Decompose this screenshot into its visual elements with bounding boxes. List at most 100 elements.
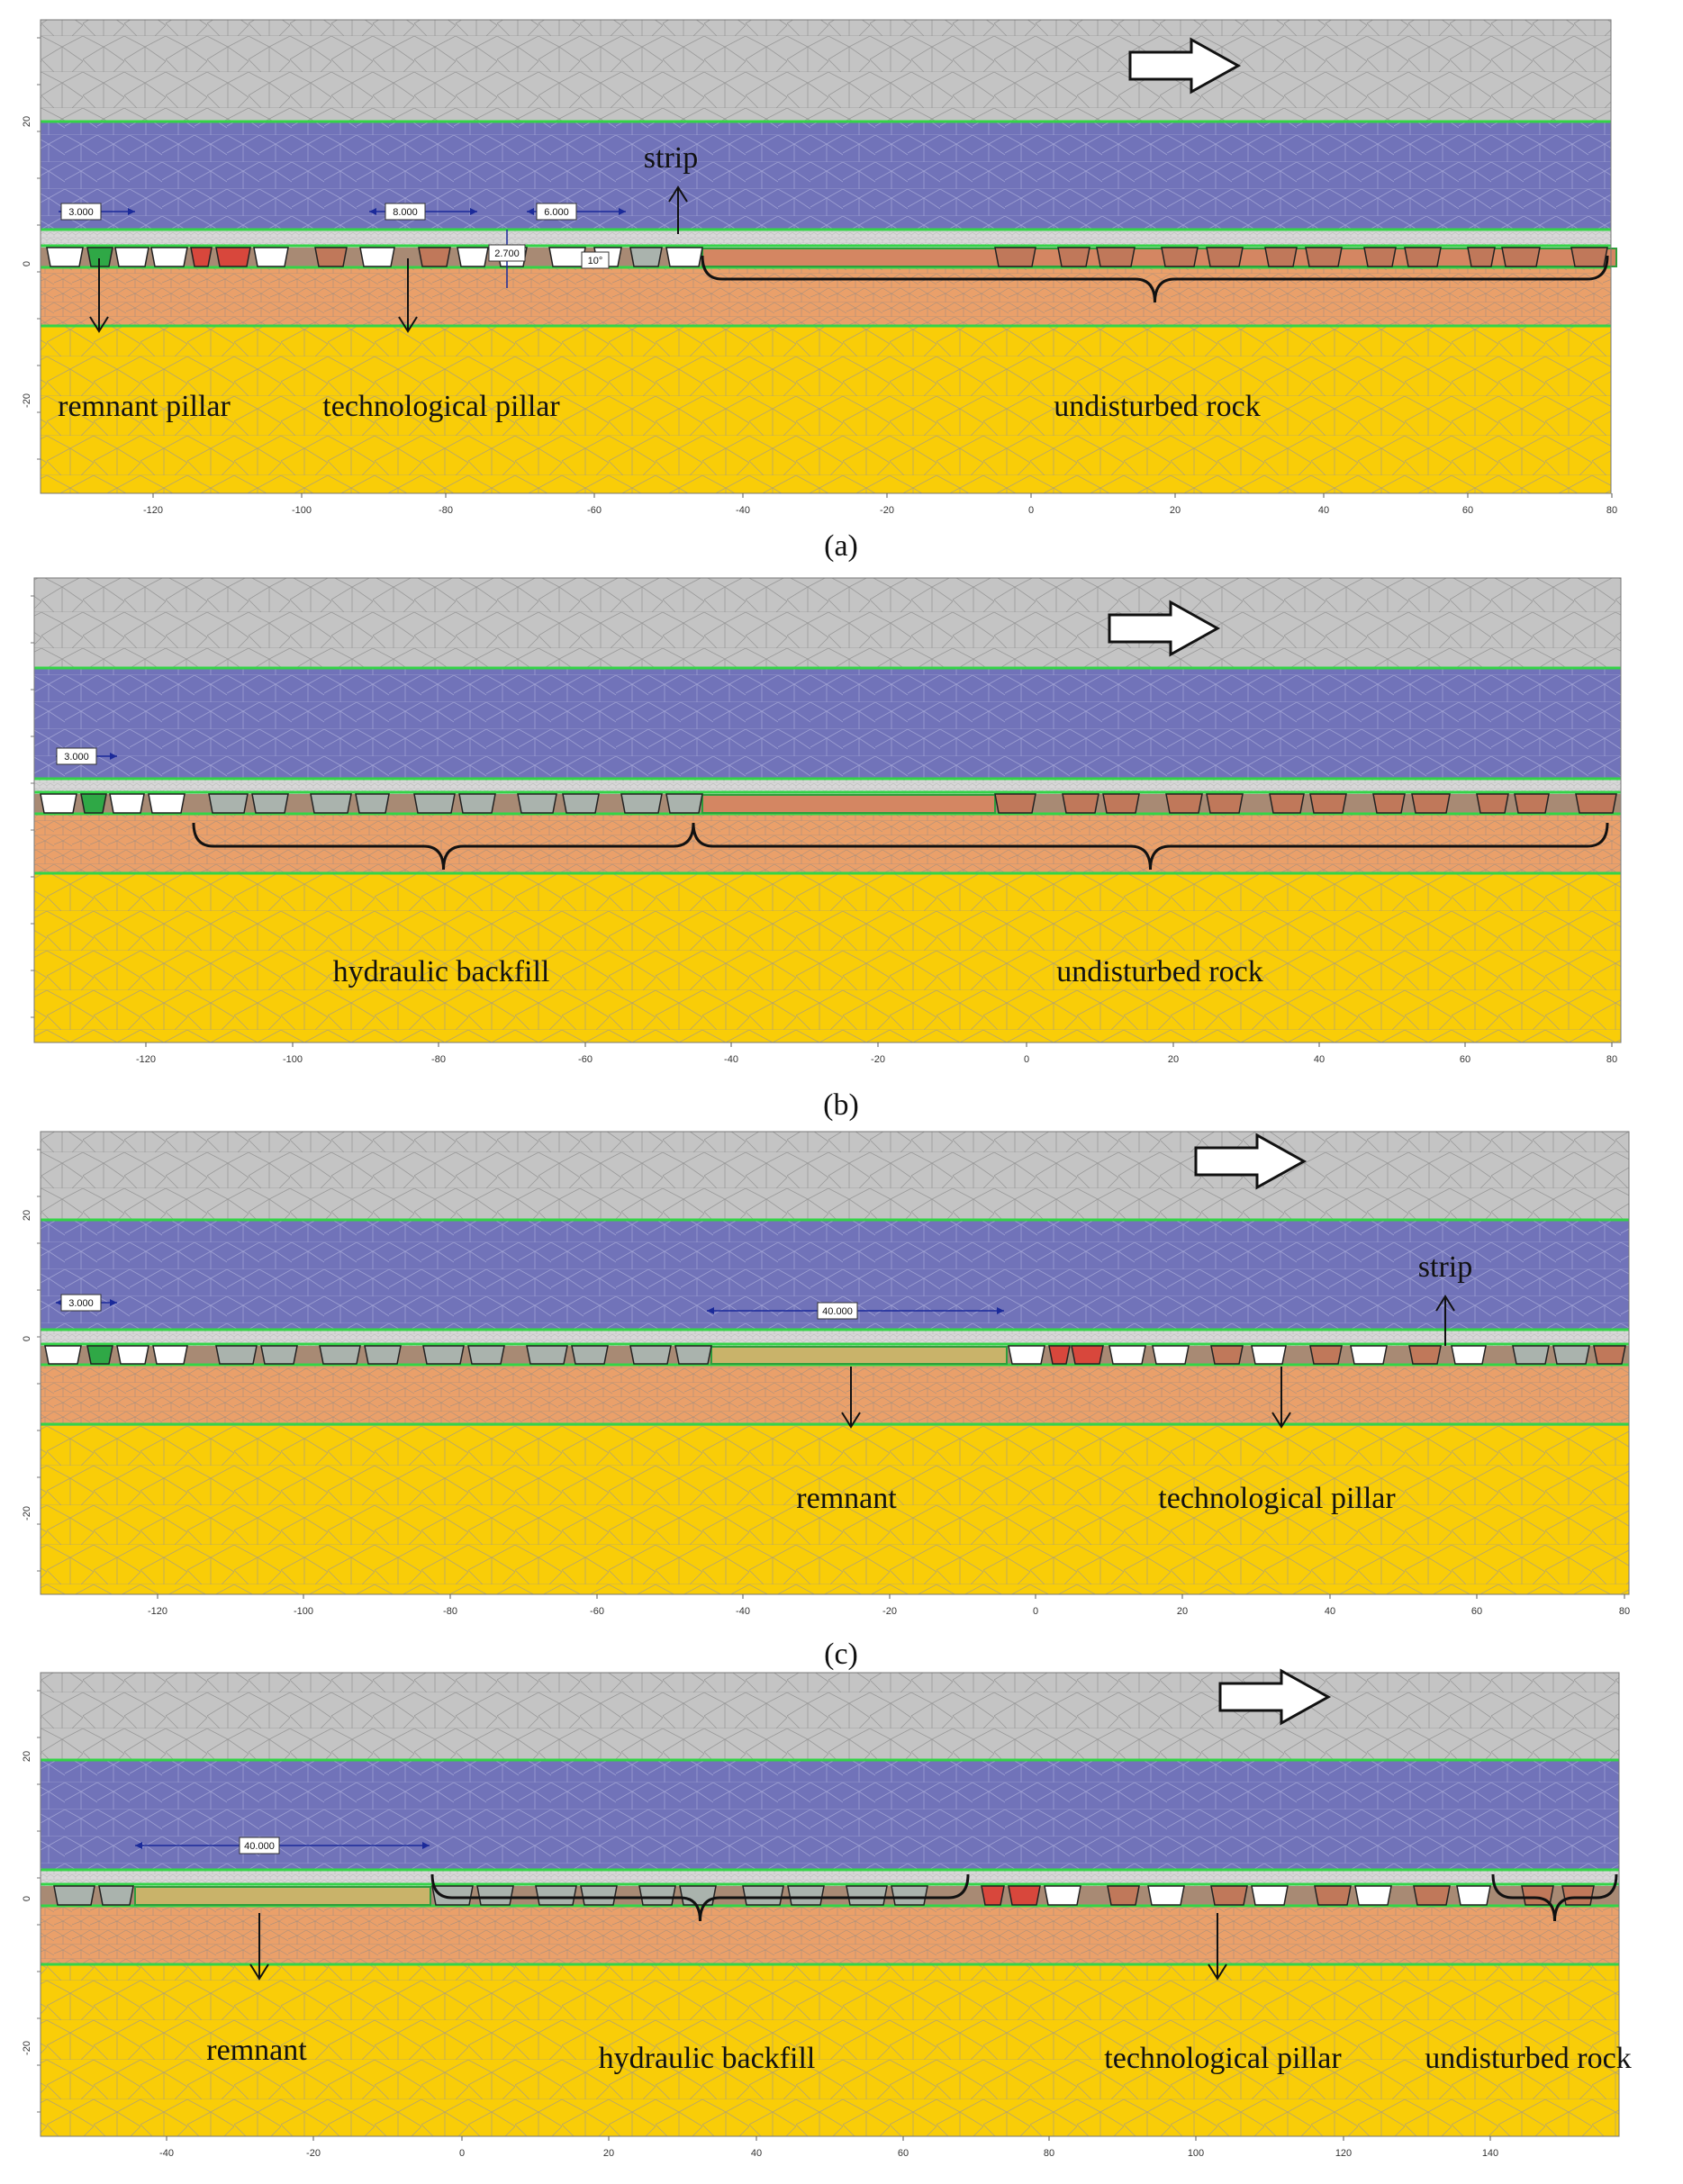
seam-block bbox=[981, 1885, 1005, 1906]
seam-block bbox=[1210, 1885, 1248, 1906]
dimension-value: 3.000 bbox=[68, 1298, 94, 1309]
seam-block bbox=[517, 793, 557, 814]
seam-block bbox=[458, 793, 496, 814]
seam-block bbox=[1413, 1885, 1451, 1906]
dimension-box bbox=[60, 1294, 102, 1312]
seam-block bbox=[208, 793, 249, 814]
seam-block bbox=[1062, 793, 1099, 814]
arrowhead bbox=[841, 1412, 861, 1429]
x-tick-label: -20 bbox=[871, 1054, 885, 1065]
seam-block bbox=[1411, 793, 1451, 814]
dimension-arrowhead bbox=[527, 208, 534, 215]
seam-block bbox=[1305, 247, 1343, 267]
seam-block bbox=[665, 247, 703, 267]
advance-direction-arrow-icon bbox=[1218, 1668, 1332, 1726]
seam-block bbox=[638, 1885, 676, 1906]
remnant-zone bbox=[710, 1346, 1008, 1365]
zone-label: remnant bbox=[796, 1482, 897, 1515]
grouping-brace bbox=[1491, 1873, 1618, 1922]
x-tick-label: 60 bbox=[898, 2148, 909, 2159]
x-tick-label: -80 bbox=[443, 1606, 457, 1617]
x-tick-label: 40 bbox=[1314, 1054, 1325, 1065]
x-tick-label: -60 bbox=[590, 1606, 604, 1617]
zone-label: hydraulic backfill bbox=[333, 955, 550, 988]
seam-block bbox=[1210, 1345, 1244, 1365]
dimension-arrowhead bbox=[422, 1842, 430, 1849]
dimension-arrowhead bbox=[997, 1307, 1004, 1314]
x-tick-label: -120 bbox=[148, 1606, 167, 1617]
undisturbed-zone bbox=[701, 794, 996, 814]
seam-block bbox=[355, 793, 390, 814]
x-tick-label: -20 bbox=[306, 2148, 321, 2159]
x-tick-label: 0 bbox=[459, 2148, 465, 2159]
seam-block bbox=[1102, 793, 1140, 814]
seam-block bbox=[1206, 793, 1244, 814]
seam-block bbox=[1008, 1885, 1041, 1906]
mesh-overlay bbox=[41, 1424, 1629, 1594]
seam-block bbox=[1264, 247, 1298, 267]
seam-block bbox=[114, 247, 149, 267]
seam-block bbox=[1404, 247, 1442, 267]
grouping-brace bbox=[430, 1873, 970, 1922]
seam-block bbox=[526, 1345, 568, 1365]
y-tick-label: 20 bbox=[22, 1210, 32, 1221]
seam-block bbox=[148, 793, 185, 814]
seam-block bbox=[215, 247, 251, 267]
mesh-overlay bbox=[34, 779, 1621, 794]
seam-block bbox=[319, 1345, 361, 1365]
x-tick-label: 100 bbox=[1188, 2148, 1204, 2159]
seam-block bbox=[1206, 247, 1244, 267]
y-tick-label: 0 bbox=[22, 1896, 32, 1901]
mesh-overlay bbox=[41, 266, 1611, 326]
remnant-zone bbox=[134, 1886, 431, 1906]
seam-block bbox=[1165, 793, 1203, 814]
seam-block bbox=[1570, 247, 1608, 267]
seam-block bbox=[413, 793, 456, 814]
advance-direction-arrow-icon bbox=[1108, 600, 1221, 657]
x-tick-label: 0 bbox=[1028, 505, 1034, 516]
panel-frame bbox=[40, 19, 1612, 494]
seam-block bbox=[742, 1885, 784, 1906]
seam-block bbox=[1147, 1885, 1185, 1906]
dimension-box bbox=[239, 1837, 280, 1855]
seam-block bbox=[994, 247, 1036, 267]
seam-block bbox=[1048, 1345, 1071, 1365]
mesh-overlay bbox=[34, 813, 1621, 873]
x-tick-label: -40 bbox=[159, 2148, 174, 2159]
x-tick-label: 140 bbox=[1482, 2148, 1498, 2159]
seam-block bbox=[1008, 1345, 1045, 1365]
panel-frame bbox=[40, 1131, 1630, 1595]
dimension-value: 2.700 bbox=[494, 248, 520, 259]
seam-block bbox=[1350, 1345, 1388, 1365]
grouping-brace bbox=[692, 822, 1609, 871]
x-tick-label: 80 bbox=[1044, 2148, 1054, 2159]
x-tick-label: -80 bbox=[439, 505, 453, 516]
mesh-overlay bbox=[41, 1364, 1629, 1424]
y-tick-label: -20 bbox=[22, 2041, 32, 2055]
x-tick-label: 20 bbox=[603, 2148, 614, 2159]
panel-caption: (b) bbox=[823, 1088, 859, 1122]
dimension-box bbox=[60, 203, 102, 221]
x-tick-label: -120 bbox=[136, 1054, 156, 1065]
seam-block bbox=[994, 793, 1036, 814]
seam-block bbox=[1561, 1885, 1595, 1906]
seam-block bbox=[1354, 1885, 1392, 1906]
seam-block bbox=[1467, 247, 1496, 267]
seam-block bbox=[359, 247, 395, 267]
seam-block bbox=[431, 1885, 474, 1906]
arrowhead bbox=[398, 316, 418, 333]
seam-block bbox=[787, 1885, 825, 1906]
x-tick-label: -100 bbox=[294, 1606, 313, 1617]
seam-block bbox=[422, 1345, 465, 1365]
seam-block bbox=[1251, 1885, 1289, 1906]
mesh-overlay bbox=[34, 578, 1621, 668]
seam-block bbox=[190, 247, 213, 267]
seam-block bbox=[548, 247, 586, 267]
seam-block bbox=[1408, 1345, 1442, 1365]
x-tick-label: -100 bbox=[292, 505, 312, 516]
seam-block bbox=[1363, 247, 1397, 267]
dimension-value: 40.000 bbox=[822, 1306, 853, 1317]
seam-block bbox=[846, 1885, 888, 1906]
dimension-arrowhead bbox=[128, 208, 135, 215]
